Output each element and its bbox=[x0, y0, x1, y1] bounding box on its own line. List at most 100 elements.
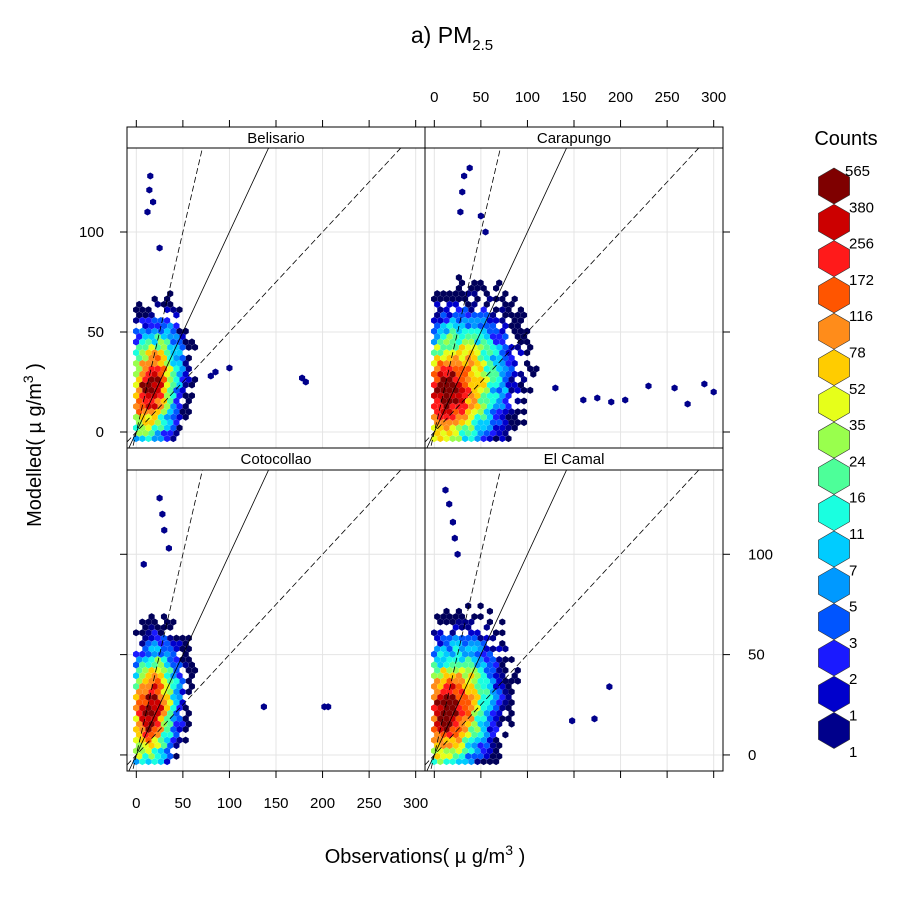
hexbin-cell bbox=[474, 747, 481, 755]
hexbin-cell bbox=[499, 316, 506, 325]
hexbin-cell bbox=[154, 418, 161, 427]
hexbin-cell bbox=[157, 672, 164, 680]
hexbin-cell bbox=[142, 376, 149, 384]
hexbin-cell bbox=[182, 715, 189, 723]
hexbin-cell bbox=[145, 736, 152, 744]
hexbin-cell bbox=[499, 682, 506, 690]
hexbin-cell bbox=[173, 731, 180, 739]
hexbin-cell bbox=[486, 747, 493, 755]
hexbin-cell bbox=[144, 208, 151, 216]
hexbin-cell bbox=[486, 650, 493, 658]
hexbin-cell bbox=[458, 752, 466, 760]
hexbin-cell bbox=[167, 752, 174, 760]
hexbin-cell bbox=[462, 758, 469, 766]
hexbin-cell bbox=[499, 306, 506, 314]
hexbin-cell bbox=[431, 349, 438, 357]
legend-hex bbox=[818, 530, 850, 568]
legend-label: 256 bbox=[849, 236, 874, 253]
hexbin-cell bbox=[185, 634, 192, 642]
hexbin-cell bbox=[159, 510, 166, 518]
hexbin-cell bbox=[486, 316, 493, 325]
hexbin-cell bbox=[160, 418, 168, 427]
hexbin-cell bbox=[446, 688, 453, 696]
hexbin-cell bbox=[493, 359, 500, 367]
hexbin-cell bbox=[164, 349, 171, 357]
hexbin-cell bbox=[160, 365, 168, 373]
hexbin-cell bbox=[489, 752, 497, 760]
hexbin-cell bbox=[468, 402, 475, 410]
legend-label: 16 bbox=[849, 490, 866, 507]
y-tick-label: 50 bbox=[748, 647, 765, 664]
hexbin-cell bbox=[136, 656, 143, 664]
hexbin-cell bbox=[145, 338, 152, 346]
hexbin-cell bbox=[455, 650, 462, 658]
hexbin-cell bbox=[148, 709, 155, 717]
hexbin-cell bbox=[260, 703, 267, 711]
hexbin-cell bbox=[431, 672, 438, 680]
hexbin-cell bbox=[173, 408, 180, 416]
hexbin-cell bbox=[164, 295, 171, 303]
hexbin-cell bbox=[176, 682, 183, 690]
hexbin-cell bbox=[139, 639, 146, 648]
hexbin-cell bbox=[480, 661, 487, 669]
hexbin-cell bbox=[465, 376, 472, 384]
hexbin-cell bbox=[458, 376, 466, 384]
hexbin-cell bbox=[458, 677, 466, 685]
hexbin-cell bbox=[520, 418, 528, 427]
hexbin-cell bbox=[468, 316, 475, 325]
hexbin-cell bbox=[151, 338, 158, 346]
hexbin-cell bbox=[170, 306, 177, 314]
hexbins bbox=[133, 172, 309, 443]
hexbin-cell bbox=[170, 359, 177, 367]
hexbin-cell bbox=[434, 645, 441, 653]
hexbin-cell bbox=[150, 198, 157, 206]
hexbin-cell bbox=[151, 435, 158, 443]
hexbin-cell bbox=[139, 370, 146, 378]
hexbin-cell bbox=[167, 365, 174, 373]
hexbin-cell bbox=[173, 634, 180, 642]
hexbin-cell bbox=[511, 295, 518, 303]
hexbin-cell bbox=[446, 333, 453, 341]
hexbin-cell bbox=[179, 343, 186, 351]
hexbin-cell bbox=[455, 392, 462, 400]
hexbins bbox=[133, 494, 332, 766]
hexbin-cell bbox=[148, 623, 155, 631]
hexbin-cell bbox=[179, 699, 186, 707]
hexbin-cell bbox=[185, 666, 192, 674]
hexbin-cell bbox=[139, 704, 146, 712]
hexbin-cell bbox=[455, 715, 462, 723]
hexbin-cell bbox=[157, 435, 164, 443]
hexbin-cell bbox=[431, 381, 438, 389]
hexbin-cell bbox=[465, 322, 472, 330]
hexbin-cell bbox=[458, 408, 466, 416]
x-tick-label: 200 bbox=[310, 795, 335, 812]
hexbin-cell bbox=[443, 618, 450, 626]
panels-layer: Belisario Carapungo Cotocollao El Camal bbox=[126, 126, 724, 772]
hexbin-cell bbox=[157, 661, 164, 669]
hexbin-cell bbox=[480, 693, 487, 701]
hexbin-cell bbox=[434, 741, 441, 750]
hexbin-cell bbox=[514, 677, 521, 685]
hexbin-cell bbox=[508, 699, 515, 707]
hexbin-cell bbox=[520, 397, 528, 405]
hexbin-cell bbox=[458, 645, 466, 653]
hexbin-cell bbox=[486, 725, 493, 733]
hexbin-cell bbox=[182, 338, 189, 346]
hexbin-cell bbox=[462, 672, 469, 680]
hexbin-cell bbox=[493, 682, 500, 690]
hexbin-cell bbox=[486, 736, 493, 744]
hexbin-cell bbox=[160, 634, 168, 642]
hexbin-cell bbox=[145, 715, 152, 723]
hexbin-cell bbox=[434, 688, 441, 696]
hexbin-cell bbox=[517, 381, 524, 389]
hexbin-cell bbox=[452, 300, 459, 308]
hexbin-cell bbox=[434, 656, 441, 664]
legend-title: Counts bbox=[814, 128, 877, 150]
hexbin-cell bbox=[160, 613, 168, 621]
hexbin-cell bbox=[455, 295, 462, 303]
hexbin-cell bbox=[136, 386, 143, 394]
hexbin-cell bbox=[452, 720, 459, 728]
hexbin-cell bbox=[164, 661, 171, 669]
hexbin-cell bbox=[145, 349, 152, 357]
